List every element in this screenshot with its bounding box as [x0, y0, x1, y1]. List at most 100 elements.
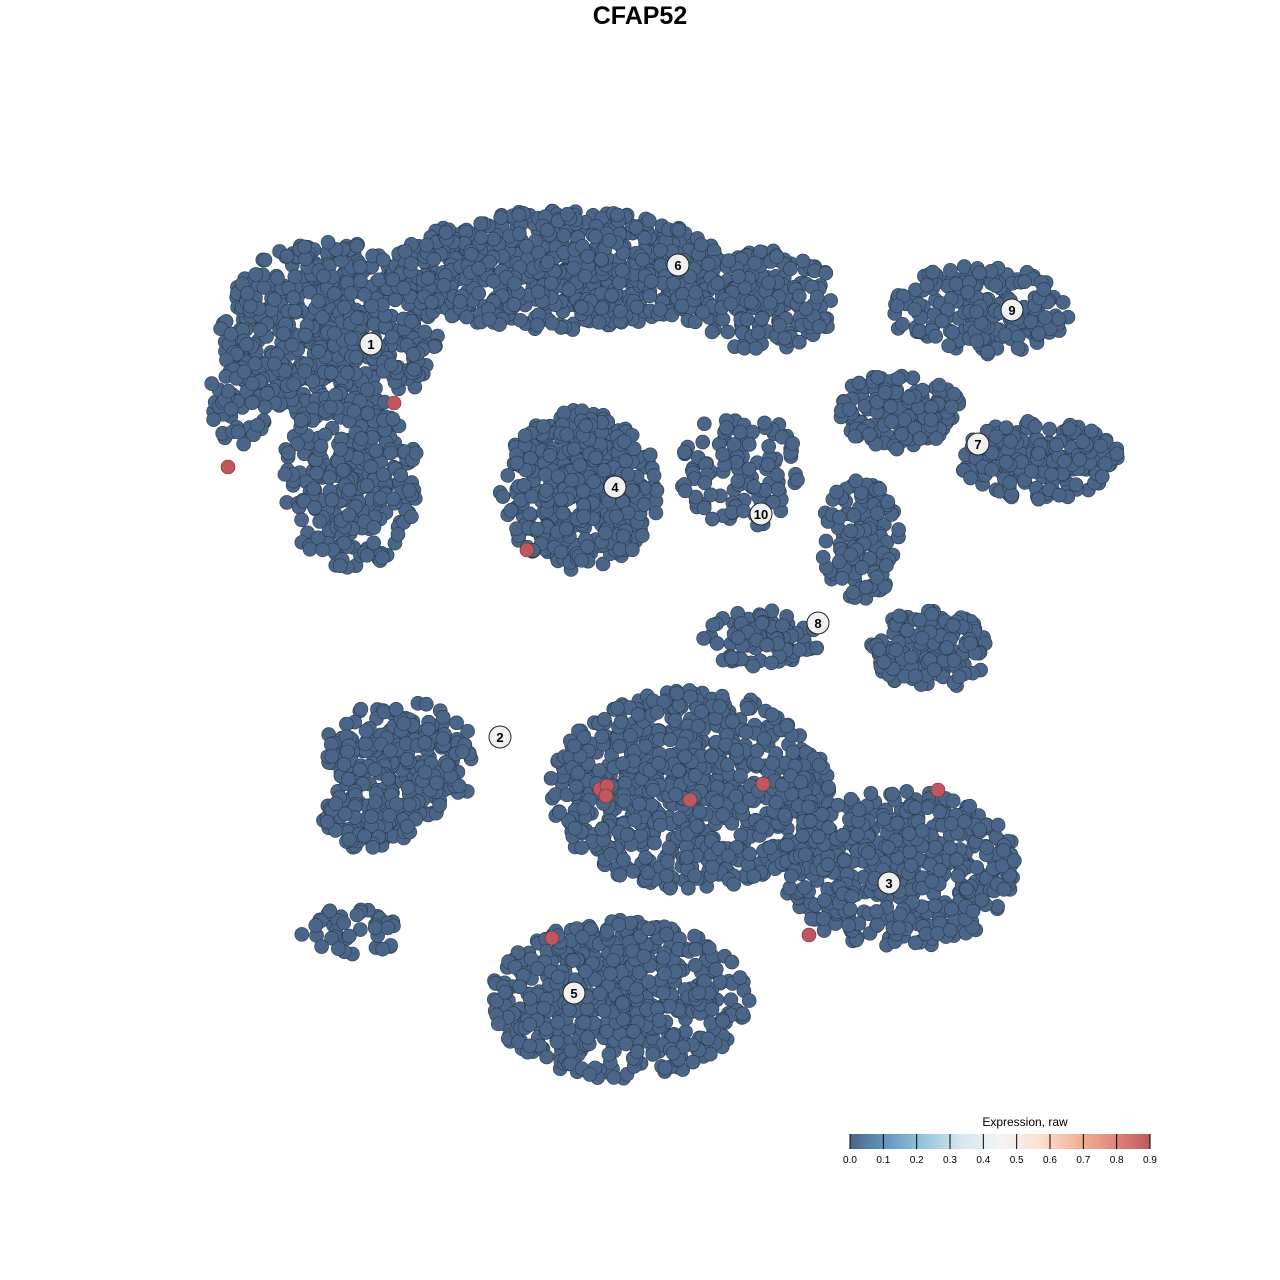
cell-point — [239, 337, 254, 352]
cell-point — [1068, 477, 1084, 493]
cell-point — [340, 365, 355, 381]
cell-point — [990, 817, 1006, 833]
cell-point — [542, 448, 558, 463]
cell-point — [972, 822, 987, 837]
cell-point — [944, 399, 960, 415]
cell-point — [731, 269, 746, 284]
cell-point — [266, 292, 282, 307]
cell-point — [877, 385, 893, 400]
cell-point — [592, 763, 607, 778]
cell-point — [669, 685, 685, 701]
cell-point — [847, 428, 863, 444]
cell-point — [311, 344, 326, 359]
cell-point — [634, 528, 650, 543]
cell-point — [405, 347, 421, 362]
cell-point — [473, 216, 489, 231]
cell-point — [907, 302, 923, 317]
cell-point — [908, 668, 923, 684]
cell-point — [519, 238, 534, 254]
cell-point — [569, 779, 584, 795]
cell-point — [594, 252, 609, 267]
cell-point — [353, 431, 369, 446]
cell-point — [267, 356, 282, 372]
cell-point — [1002, 475, 1018, 490]
cell-point — [400, 780, 416, 795]
cell-point — [349, 238, 365, 254]
cell-point — [645, 782, 661, 798]
cell-point — [749, 756, 765, 772]
cell-point — [648, 505, 664, 521]
cell-point — [927, 662, 942, 677]
cell-point — [385, 491, 401, 507]
cell-point — [946, 386, 962, 402]
cell-point — [843, 523, 859, 539]
cell-point — [366, 520, 382, 535]
cell-point — [352, 259, 368, 274]
cell-point — [341, 771, 356, 787]
cell-point — [1010, 340, 1026, 356]
cell-point — [818, 533, 834, 549]
cell-point — [1023, 314, 1039, 330]
cell-point — [324, 748, 340, 764]
cell-point — [1007, 853, 1022, 868]
cell-point — [284, 337, 300, 353]
cell-point — [783, 868, 799, 884]
cell-point — [602, 232, 617, 248]
cell-point — [879, 558, 894, 573]
cell-point — [694, 704, 709, 719]
cell-point — [403, 256, 419, 271]
cell-point — [577, 268, 593, 284]
cell-point — [923, 412, 939, 428]
cell-point — [381, 771, 396, 787]
cell-point — [638, 738, 653, 754]
cell-point — [785, 436, 800, 451]
cell-point — [950, 868, 966, 884]
cell-point — [726, 437, 742, 452]
cell-point — [741, 437, 757, 452]
cell-point — [720, 757, 735, 773]
cell-point — [863, 785, 879, 801]
cell-point — [1044, 467, 1059, 482]
cell-point — [359, 478, 375, 493]
cell-point — [861, 845, 876, 861]
cell-point — [539, 222, 555, 238]
cell-point — [980, 344, 995, 360]
cell-point — [801, 799, 816, 815]
cell-point — [638, 850, 653, 865]
cell-point — [353, 273, 368, 289]
cell-point — [575, 483, 591, 499]
cell-point — [302, 284, 318, 300]
cell-point — [348, 349, 364, 365]
cell-point — [613, 303, 628, 319]
cell-point — [724, 650, 740, 666]
cell-point — [851, 375, 867, 391]
cell-point — [721, 848, 736, 864]
cell-point — [674, 298, 690, 314]
cell-point — [598, 525, 613, 541]
cell-point — [383, 445, 398, 461]
cell-point — [695, 304, 711, 320]
cell-point — [842, 902, 858, 917]
cell-point — [889, 815, 905, 831]
cell-point — [696, 631, 711, 646]
cell-point — [837, 853, 852, 868]
cell-point — [803, 813, 818, 829]
cell-point — [471, 286, 487, 301]
cell-point — [759, 637, 775, 653]
cell-point — [924, 873, 940, 889]
cell-point — [320, 234, 336, 250]
cell-point — [603, 847, 619, 862]
cell-point — [914, 823, 930, 839]
cell-point — [206, 412, 221, 427]
cell-point — [777, 807, 792, 823]
cell-point — [681, 880, 696, 896]
cell-point — [473, 230, 489, 245]
cell-point — [963, 470, 978, 486]
cell-point — [637, 230, 653, 246]
cell-point — [990, 899, 1005, 914]
cell-point — [610, 207, 625, 223]
cell-point — [564, 472, 580, 488]
cell-point — [236, 364, 252, 379]
cell-point — [1075, 434, 1090, 449]
